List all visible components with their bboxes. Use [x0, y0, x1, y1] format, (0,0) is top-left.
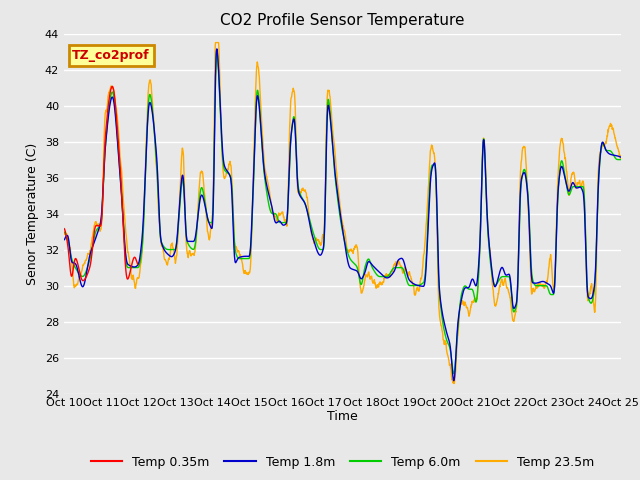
Legend: Temp 0.35m, Temp 1.8m, Temp 6.0m, Temp 23.5m: Temp 0.35m, Temp 1.8m, Temp 6.0m, Temp 2…	[86, 451, 599, 474]
Text: TZ_co2prof: TZ_co2prof	[72, 49, 150, 62]
X-axis label: Time: Time	[327, 410, 358, 423]
Y-axis label: Senor Temperature (C): Senor Temperature (C)	[26, 143, 39, 285]
Title: CO2 Profile Sensor Temperature: CO2 Profile Sensor Temperature	[220, 13, 465, 28]
